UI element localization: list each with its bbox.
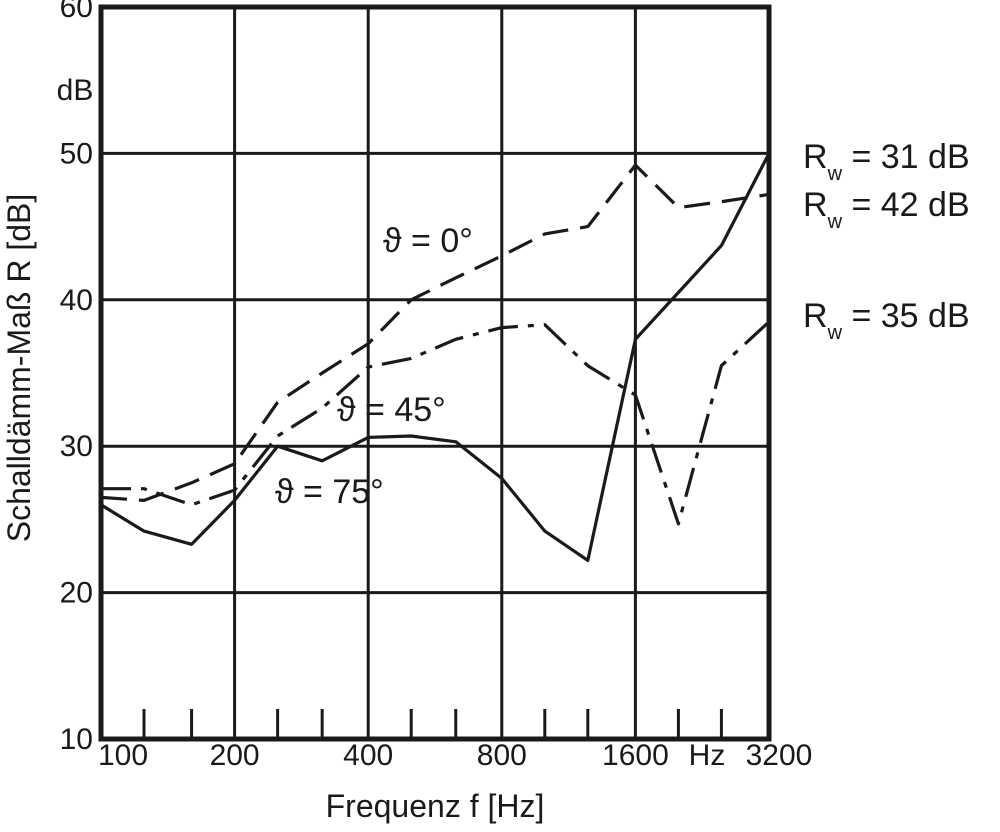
y-tick-label: 50 <box>60 137 93 170</box>
series-lines <box>100 152 771 563</box>
rw-label-35-main: R <box>803 297 828 335</box>
label-theta-45: ϑ = 45° <box>337 391 446 429</box>
series-line-0 <box>100 163 770 502</box>
y-tick-label: 10 <box>60 723 93 756</box>
rw-label-31: Rw = 31 dB <box>803 138 970 185</box>
y-tick-labels: 10 20 30 40 50 60 <box>60 0 93 756</box>
x-tick-label: 200 <box>210 739 260 772</box>
y-axis-title: Schalldämm-Maß R [dB] <box>1 194 37 543</box>
y-tick-label: 40 <box>60 284 93 317</box>
series-line-2 <box>100 152 771 563</box>
rw-label-42: Rw = 42 dB <box>803 186 970 233</box>
x-tick-label: 1600 <box>602 739 669 772</box>
plot-frame <box>98 4 772 742</box>
rw-label-31-value: = 31 dB <box>842 138 970 176</box>
x-tick-label: 100 <box>98 739 148 772</box>
rw-label-31-sub: w <box>827 163 843 185</box>
x-unit-label: Hz <box>689 739 726 772</box>
rw-label-35-value: = 35 dB <box>842 297 970 335</box>
y-unit-label: dB <box>57 74 94 107</box>
x-axis-title: Frequenz f [Hz] <box>326 788 545 824</box>
minor-ticks <box>142 709 723 739</box>
rw-label-35-sub: w <box>827 322 843 344</box>
y-tick-label: 30 <box>60 430 93 463</box>
x-tick-label: 400 <box>343 739 393 772</box>
x-tick-label: 3200 <box>746 739 813 772</box>
series-line-1 <box>101 320 771 526</box>
rw-label-42-main: R <box>803 186 828 224</box>
y-tick-label: 20 <box>60 577 93 610</box>
rw-label-31-main: R <box>803 138 828 176</box>
rw-label-42-value: = 42 dB <box>842 186 970 224</box>
label-theta-75: ϑ = 75° <box>275 473 384 511</box>
rw-label-42-sub: w <box>827 211 843 233</box>
rw-label-35: Rw = 35 dB <box>803 297 970 344</box>
label-theta-0: ϑ = 0° <box>383 222 473 260</box>
x-tick-label: 800 <box>477 739 527 772</box>
y-tick-label: 60 <box>60 0 93 24</box>
x-tick-labels: 100 200 400 800 1600 3200 <box>98 739 812 772</box>
grid <box>101 7 769 739</box>
